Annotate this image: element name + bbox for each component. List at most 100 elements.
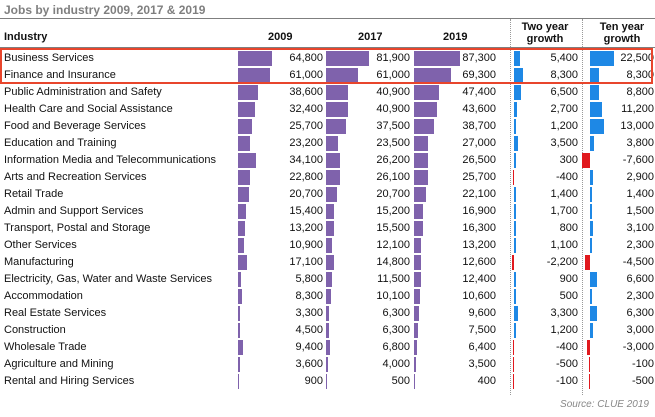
industry-label: Health Care and Social Assistance bbox=[4, 103, 173, 115]
table-row: Manufacturing 17,100 14,800 12,600 -2,200 -4,… bbox=[0, 254, 655, 271]
bar-y2009 bbox=[238, 136, 251, 151]
growth-bar-ten-year bbox=[590, 102, 602, 117]
value-y2009: 38,600 bbox=[289, 86, 323, 98]
table-row: Accommodation 8,300 10,100 10,600 500 2,300 bbox=[0, 288, 655, 305]
bar-y2017 bbox=[326, 272, 333, 287]
value-y2019: 10,600 bbox=[462, 290, 496, 302]
value-y2017: 15,500 bbox=[376, 222, 410, 234]
value-y2017: 81,900 bbox=[376, 52, 410, 64]
value-y2019: 400 bbox=[477, 375, 496, 387]
bar-y2009 bbox=[238, 289, 243, 304]
bar-y2009 bbox=[238, 204, 247, 219]
bar-y2009 bbox=[238, 119, 252, 134]
table-row: Agriculture and Mining 3,600 4,000 3,500 -50… bbox=[0, 356, 655, 373]
table-row: Public Administration and Safety 38,600 40… bbox=[0, 84, 655, 101]
value-y2009: 64,800 bbox=[289, 52, 323, 64]
value-y2019: 26,500 bbox=[462, 154, 496, 166]
value-ten-year-growth: 3,000 bbox=[626, 324, 654, 336]
growth-bar-ten-year bbox=[590, 289, 593, 304]
value-ten-year-growth: 22,500 bbox=[620, 52, 654, 64]
growth-bar-ten-year bbox=[590, 221, 594, 236]
value-ten-year-growth: -4,500 bbox=[622, 256, 654, 268]
value-y2019: 47,400 bbox=[462, 86, 496, 98]
value-two-year-growth: 6,500 bbox=[550, 86, 578, 98]
growth-bar-two-year bbox=[514, 51, 520, 66]
value-y2009: 15,400 bbox=[289, 205, 323, 217]
growth-bar-two-year bbox=[514, 204, 516, 219]
table-row: Construction 4,500 6,300 7,500 1,200 3,000 bbox=[0, 322, 655, 339]
value-ten-year-growth: 13,000 bbox=[620, 120, 654, 132]
growth-bar-two-year bbox=[514, 136, 518, 151]
industry-label: Electricity, Gas, Water and Waste Servic… bbox=[4, 273, 213, 285]
bar-y2009 bbox=[238, 221, 245, 236]
value-two-year-growth: 3,300 bbox=[550, 307, 578, 319]
bar-y2009 bbox=[238, 357, 240, 372]
value-y2017: 26,200 bbox=[376, 154, 410, 166]
value-y2017: 14,800 bbox=[376, 256, 410, 268]
bar-y2017 bbox=[326, 255, 334, 270]
growth-bar-ten-year bbox=[590, 187, 592, 202]
table-row: Electricity, Gas, Water and Waste Servic… bbox=[0, 271, 655, 288]
value-y2009: 23,200 bbox=[289, 137, 323, 149]
bar-y2017 bbox=[326, 170, 340, 185]
value-y2017: 61,000 bbox=[376, 69, 410, 81]
bar-y2019 bbox=[414, 102, 437, 117]
bar-y2009 bbox=[238, 51, 273, 66]
table-row: Admin and Support Services 15,400 15,200 16… bbox=[0, 203, 655, 220]
table-row: Health Care and Social Assistance 32,400 4… bbox=[0, 101, 655, 118]
bar-y2009 bbox=[238, 306, 240, 321]
growth-bar-ten-year bbox=[590, 85, 600, 100]
table-row: Rental and Hiring Services 900 500 400 -100 -… bbox=[0, 373, 655, 390]
growth-bar-two-year bbox=[514, 272, 516, 287]
industry-label: Business Services bbox=[4, 52, 94, 64]
value-ten-year-growth: 8,800 bbox=[626, 86, 654, 98]
bar-y2017 bbox=[326, 204, 334, 219]
value-y2017: 6,300 bbox=[382, 324, 410, 336]
value-two-year-growth: -2,200 bbox=[546, 256, 578, 268]
bar-y2019 bbox=[414, 357, 416, 372]
bar-y2019 bbox=[414, 68, 451, 83]
value-y2019: 16,300 bbox=[462, 222, 496, 234]
table-row: Information Media and Telecommunications… bbox=[0, 152, 655, 169]
bar-y2017 bbox=[326, 340, 330, 355]
value-y2009: 3,300 bbox=[295, 307, 323, 319]
value-ten-year-growth: 3,800 bbox=[626, 137, 654, 149]
value-y2019: 43,600 bbox=[462, 103, 496, 115]
industry-label: Other Services bbox=[4, 239, 77, 251]
bar-y2017 bbox=[326, 238, 333, 253]
table-row: Other Services 10,900 12,100 13,200 1,100 2,3… bbox=[0, 237, 655, 254]
growth-bar-ten-year bbox=[590, 119, 604, 134]
bar-y2019 bbox=[414, 374, 415, 389]
table-row: Education and Training 23,200 23,500 27,000… bbox=[0, 135, 655, 152]
growth-bar-two-year bbox=[512, 170, 514, 185]
value-ten-year-growth: 2,900 bbox=[626, 171, 654, 183]
value-y2009: 8,300 bbox=[295, 290, 323, 302]
value-y2009: 900 bbox=[304, 375, 323, 387]
growth-bar-two-year bbox=[514, 102, 517, 117]
bar-y2019 bbox=[414, 153, 428, 168]
header-industry: Industry bbox=[4, 31, 48, 43]
bar-y2009 bbox=[238, 323, 241, 338]
value-y2019: 3,500 bbox=[468, 358, 496, 370]
bar-y2009 bbox=[238, 374, 239, 389]
value-two-year-growth: 1,100 bbox=[550, 239, 578, 251]
table-row: Wholesale Trade 9,400 6,800 6,400 -400 -3,000 bbox=[0, 339, 655, 356]
industry-label: Agriculture and Mining bbox=[4, 358, 114, 370]
growth-bar-ten-year bbox=[581, 153, 590, 168]
table-row: Real Estate Services 3,300 6,300 9,600 3,300… bbox=[0, 305, 655, 322]
value-y2017: 23,500 bbox=[376, 137, 410, 149]
value-two-year-growth: 1,700 bbox=[550, 205, 578, 217]
value-two-year-growth: -400 bbox=[555, 341, 578, 353]
bar-y2009 bbox=[238, 153, 256, 168]
value-two-year-growth: 8,300 bbox=[550, 69, 578, 81]
header-2017: 2017 bbox=[358, 31, 383, 43]
value-ten-year-growth: 6,600 bbox=[626, 273, 654, 285]
header-ten-year-growth: Ten year growth bbox=[599, 21, 645, 45]
value-y2019: 22,100 bbox=[462, 188, 496, 200]
value-ten-year-growth: -7,600 bbox=[622, 154, 654, 166]
header-rule bbox=[0, 47, 655, 48]
growth-bar-two-year bbox=[512, 374, 514, 389]
industry-label: Real Estate Services bbox=[4, 307, 107, 319]
industry-label: Food and Beverage Services bbox=[4, 120, 146, 132]
value-y2019: 6,400 bbox=[468, 341, 496, 353]
